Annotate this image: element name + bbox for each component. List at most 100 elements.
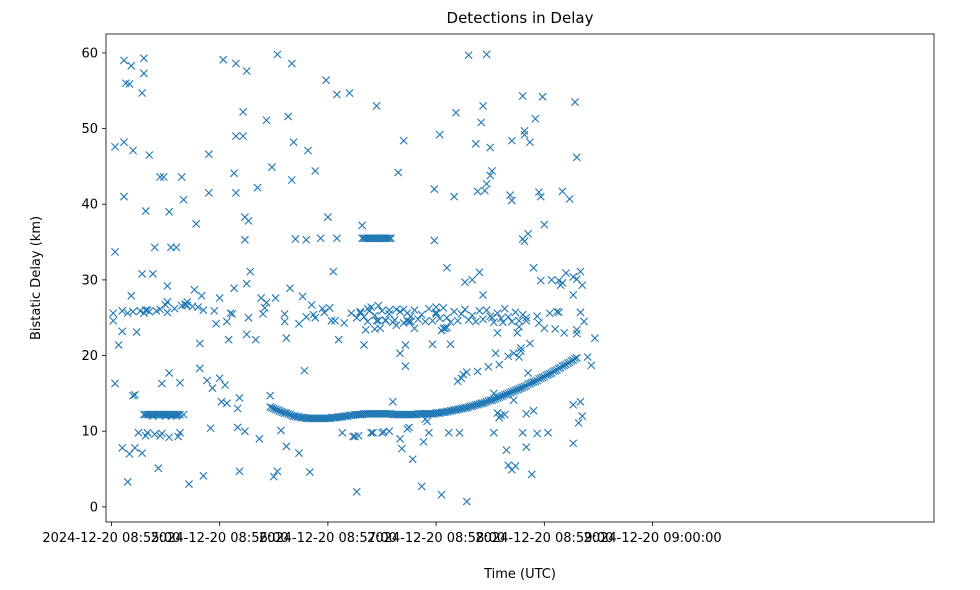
data-point-marker (572, 329, 581, 338)
data-point-marker (522, 409, 531, 418)
data-point-marker (482, 306, 491, 315)
data-point-marker (479, 291, 488, 300)
data-point-marker (408, 455, 417, 464)
data-point-marker (230, 284, 239, 293)
data-point-marker (410, 324, 419, 333)
data-point-marker (141, 207, 150, 216)
data-point-marker (130, 390, 139, 399)
data-point-marker (208, 384, 217, 393)
data-point-marker (345, 89, 354, 98)
data-point-marker (578, 281, 587, 290)
data-point-marker (509, 396, 518, 405)
data-point-marker (141, 306, 150, 315)
data-point-marker (163, 308, 172, 317)
data-point-marker (215, 374, 224, 383)
data-point-marker (441, 324, 450, 333)
data-point-marker (533, 429, 542, 438)
data-point-marker (536, 192, 545, 201)
data-point-marker (163, 281, 172, 290)
data-point-marker (534, 319, 543, 328)
data-point-marker (260, 303, 269, 312)
data-point-marker (489, 428, 498, 437)
data-point-marker (374, 316, 383, 325)
data-point-marker (273, 467, 282, 476)
data-point-marker (175, 428, 184, 437)
y-axis: 0 10 20 30 40 50 60 (81, 46, 106, 515)
data-point-marker (536, 276, 545, 285)
data-point-marker (410, 306, 419, 315)
data-markers (109, 51, 599, 506)
data-point-marker (302, 312, 311, 321)
data-point-marker (231, 132, 240, 141)
data-point-marker (405, 423, 414, 432)
data-point-marker (459, 370, 468, 379)
data-point-marker (235, 467, 244, 476)
data-point-marker (450, 307, 459, 316)
y-tick-label: 20 (81, 349, 98, 364)
x-tick-label: 2024-12-20 08:58:00 (367, 531, 505, 546)
data-point-marker (129, 146, 138, 155)
data-point-marker (576, 308, 585, 317)
data-point-marker (199, 471, 208, 480)
data-point-marker (311, 166, 320, 175)
x-tick-label: 2024-12-20 08:55:00 (42, 531, 180, 546)
data-point-marker (507, 196, 516, 205)
data-point-marker (267, 163, 276, 172)
data-point-marker (399, 319, 408, 328)
data-point-marker (212, 319, 221, 328)
data-point-marker (197, 291, 206, 300)
data-point-marker (257, 294, 266, 303)
data-point-marker (401, 362, 410, 371)
y-axis-label: Bistatic Delay (km) (29, 216, 44, 340)
data-point-marker (242, 67, 251, 76)
data-point-marker (231, 59, 240, 68)
data-point-marker (569, 400, 578, 409)
data-point-marker (226, 309, 235, 318)
data-point-marker (392, 321, 401, 330)
data-point-marker (269, 472, 278, 481)
data-point-marker (455, 428, 464, 437)
data-point-marker (444, 428, 453, 437)
data-point-marker (435, 130, 444, 139)
data-point-marker (123, 477, 132, 486)
y-tick-label: 0 (90, 500, 98, 515)
data-point-marker (215, 294, 224, 303)
data-point-marker (489, 318, 498, 327)
data-point-marker (482, 179, 491, 188)
data-point-marker (242, 330, 251, 339)
data-point-marker (405, 317, 414, 326)
data-point-marker (396, 307, 405, 316)
data-point-marker (222, 317, 231, 326)
data-point-marker (139, 54, 148, 63)
data-point-marker (451, 108, 460, 117)
data-point-marker (304, 146, 313, 155)
data-point-marker (453, 316, 462, 325)
data-point-marker (488, 166, 497, 175)
data-point-marker (242, 279, 251, 288)
data-point-marker (464, 51, 473, 60)
data-point-marker (340, 319, 349, 328)
data-point-marker (161, 412, 170, 421)
data-point-marker (347, 309, 356, 318)
data-point-marker (574, 418, 583, 427)
x-tick-label: 2024-12-20 08:57:00 (259, 531, 397, 546)
data-point-marker (195, 339, 204, 348)
data-point-marker (419, 437, 428, 446)
data-point-marker (244, 313, 253, 322)
data-point-marker (298, 292, 307, 301)
data-point-marker (551, 366, 560, 375)
data-point-marker (576, 397, 585, 406)
data-point-marker (385, 306, 394, 315)
data-point-marker (109, 316, 118, 325)
data-point-marker (262, 116, 271, 125)
data-point-marker (120, 138, 129, 147)
data-point-marker (473, 367, 482, 376)
data-point-marker (210, 306, 219, 315)
data-point-marker (203, 376, 212, 385)
data-point-marker (286, 284, 294, 293)
data-point-marker (111, 247, 120, 256)
data-point-marker (300, 366, 309, 375)
data-point-marker (170, 304, 179, 313)
